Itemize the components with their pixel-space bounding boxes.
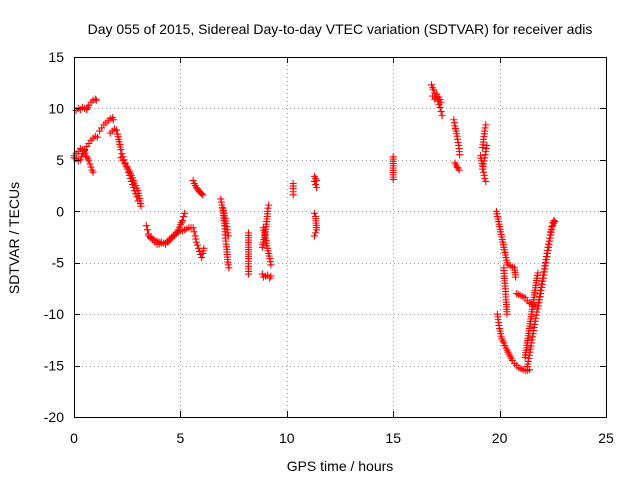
y-tick-label: 15	[48, 49, 64, 65]
x-tick-label: 10	[279, 430, 295, 446]
data-point	[455, 166, 463, 174]
data-point	[437, 98, 445, 106]
data-point	[198, 190, 206, 198]
data-point	[179, 217, 187, 225]
data-point	[91, 95, 99, 103]
data-point	[181, 209, 189, 217]
data-point	[92, 96, 100, 104]
grid-lines	[74, 57, 606, 417]
data-point	[428, 81, 436, 89]
y-tick-label: 10	[48, 100, 64, 116]
data-point	[482, 121, 490, 129]
data-point	[456, 151, 464, 159]
data-point	[85, 157, 93, 165]
scatter-points	[70, 81, 559, 375]
y-tick-label: -5	[52, 255, 65, 271]
data-point	[224, 261, 232, 269]
data-point	[312, 181, 320, 189]
data-point	[76, 156, 84, 164]
y-tick-label: 5	[56, 152, 64, 168]
data-point	[438, 112, 446, 120]
data-point	[198, 254, 206, 262]
x-tick-label: 15	[385, 430, 401, 446]
data-point	[190, 228, 198, 236]
axis-ticks: 0 5 10 15 20 25 -20 -15 -10 -5 0 5 10 15	[44, 49, 614, 446]
data-point	[89, 168, 97, 176]
data-point	[87, 163, 95, 171]
data-point	[224, 232, 232, 240]
data-point	[180, 212, 188, 220]
data-point	[192, 238, 200, 246]
data-point	[137, 202, 145, 210]
data-point	[117, 146, 125, 154]
data-point	[265, 201, 273, 209]
data-point	[143, 226, 151, 234]
data-point	[113, 126, 121, 134]
data-point	[310, 177, 318, 185]
x-tick-label: 20	[492, 430, 508, 446]
x-tick-label: 0	[70, 430, 78, 446]
data-point	[437, 108, 445, 116]
data-point	[481, 174, 489, 182]
data-point	[310, 232, 318, 240]
data-point	[267, 272, 275, 280]
data-point	[313, 226, 321, 234]
data-point	[267, 261, 275, 269]
data-point	[225, 264, 233, 272]
x-tick-label: 5	[177, 430, 185, 446]
data-point	[389, 175, 397, 183]
data-point	[483, 141, 491, 149]
x-tick-label: 25	[598, 430, 614, 446]
data-point	[264, 204, 272, 212]
data-point	[548, 226, 556, 234]
y-tick-label: -10	[44, 306, 64, 322]
data-point	[199, 191, 207, 199]
data-point	[118, 150, 126, 158]
data-point	[512, 273, 520, 281]
data-point	[93, 133, 101, 141]
data-point	[289, 191, 297, 199]
plot-frame	[74, 57, 607, 418]
data-point	[534, 269, 542, 277]
data-point	[193, 241, 201, 249]
data-point	[430, 86, 438, 94]
data-point	[157, 238, 165, 246]
y-tick-label: -15	[44, 358, 64, 374]
data-point	[86, 160, 94, 168]
y-tick-label: -20	[44, 409, 64, 425]
data-point	[109, 116, 117, 124]
data-point	[310, 209, 318, 217]
data-point	[77, 153, 85, 161]
data-point	[312, 229, 320, 237]
y-tick-label: 0	[56, 203, 64, 219]
data-point	[313, 184, 321, 192]
data-point	[189, 176, 197, 184]
x-axis-label: GPS time / hours	[287, 458, 394, 474]
data-point	[503, 310, 511, 318]
data-point	[482, 177, 490, 185]
data-point	[200, 244, 208, 252]
data-point	[550, 220, 558, 228]
data-point	[244, 270, 252, 278]
data-point	[142, 222, 150, 230]
y-axis-label: SDTVAR / TECUs	[6, 182, 22, 294]
data-point	[436, 103, 444, 111]
data-point	[189, 224, 197, 232]
chart-title: Day 055 of 2015, Sidereal Day-to-day VTE…	[88, 21, 593, 37]
